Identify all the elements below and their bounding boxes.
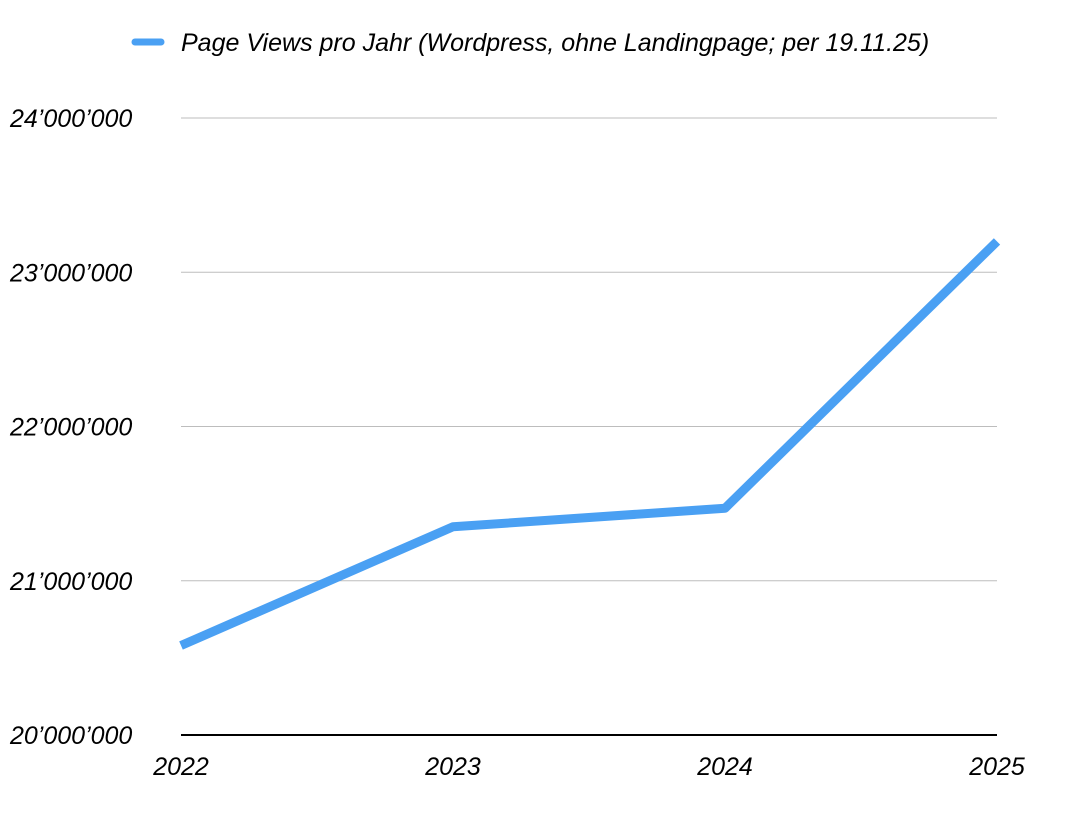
y-tick-label: 21’000’000 <box>9 568 132 596</box>
y-tick-label: 24’000’000 <box>9 105 132 133</box>
series-line-group <box>179 238 1001 650</box>
x-axis-tick-labels: 2022 2023 2024 2025 <box>152 753 1025 781</box>
y-tick-label: 23’000’000 <box>9 259 132 287</box>
legend: Page Views pro Jahr (Wordpress, ohne Lan… <box>131 29 929 57</box>
y-axis-tick-labels: 20’000’000 21’000’000 22’000’000 23’000’000… <box>9 105 132 750</box>
x-tick-label: 2024 <box>696 753 753 781</box>
series-line <box>179 238 1001 650</box>
legend-label: Page Views pro Jahr (Wordpress, ohne Lan… <box>181 29 929 57</box>
gridlines <box>181 117 997 582</box>
x-tick-label: 2023 <box>424 753 481 781</box>
y-tick-label: 22’000’000 <box>9 414 132 442</box>
y-tick-label: 20’000’000 <box>9 722 132 750</box>
x-tick-label: 2025 <box>968 753 1025 781</box>
x-tick-label: 2022 <box>152 753 209 781</box>
